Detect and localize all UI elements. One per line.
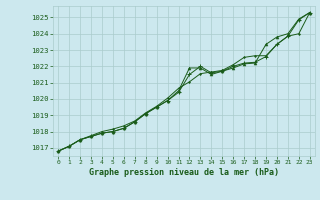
X-axis label: Graphe pression niveau de la mer (hPa): Graphe pression niveau de la mer (hPa) [89, 168, 279, 177]
